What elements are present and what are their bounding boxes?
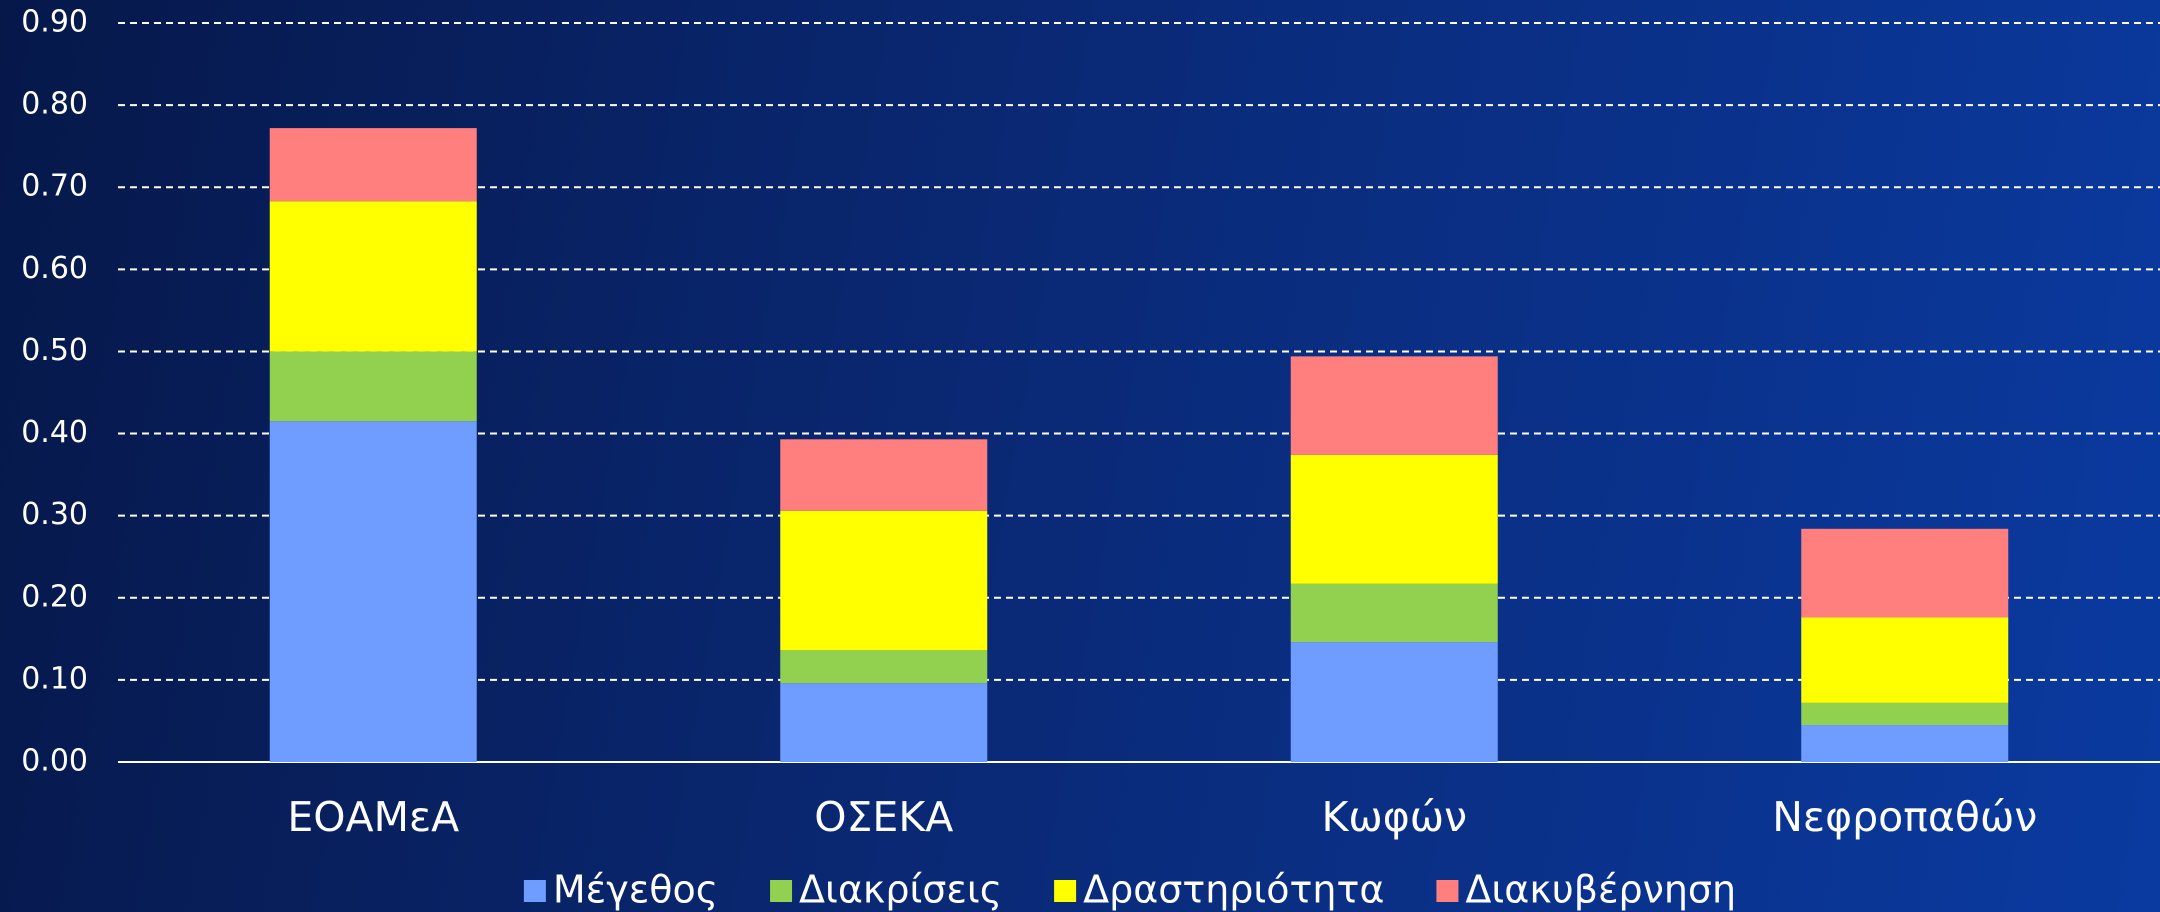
y-tick-label: 0.00 [21,744,88,779]
legend-swatch [770,880,793,902]
y-tick-label: 0.10 [21,661,88,696]
bar-segment [780,650,988,684]
bar-segment [269,201,477,352]
y-tick-label: 0.50 [21,333,88,368]
bar-segment [1801,617,2009,703]
legend-swatch [523,880,546,902]
bar-segment [780,439,988,511]
y-tick-label: 0.80 [21,87,88,122]
bar-segment [1801,528,2009,618]
bar-segment [1290,454,1498,584]
legend-label: Δραστηριότητα [1083,868,1384,912]
y-tick-label: 0.90 [21,5,88,40]
bar-segment [780,510,988,651]
bar-segment [1290,642,1498,762]
bar-segment [269,128,477,202]
y-tick-label: 0.30 [21,497,88,532]
y-tick-label: 0.60 [21,251,88,286]
x-tick-label: Κωφών [1321,793,1467,841]
legend-swatch [1054,880,1077,902]
x-tick-label: Νεφροπαθών [1772,793,2037,841]
y-tick-label: 0.20 [21,579,88,614]
legend-label: Διακρίσεις [799,868,1002,912]
bar-segment [1801,702,2009,726]
bar-segment [1801,725,2009,762]
legend-label: Διακυβέρνηση [1465,868,1736,912]
bar-segment [1290,356,1498,455]
bar-segment [1290,583,1498,643]
y-tick-label: 0.40 [21,415,88,450]
bar-segment [269,421,477,762]
y-tick-label: 0.70 [21,169,88,204]
bar-segment [780,683,988,762]
x-tick-label: ΕΟΑΜεΑ [287,793,459,841]
bar-segment [269,351,477,422]
legend-label: Μέγεθος [553,868,718,912]
legend-swatch [1436,880,1459,902]
x-tick-label: ΟΣΕΚΑ [814,793,953,841]
